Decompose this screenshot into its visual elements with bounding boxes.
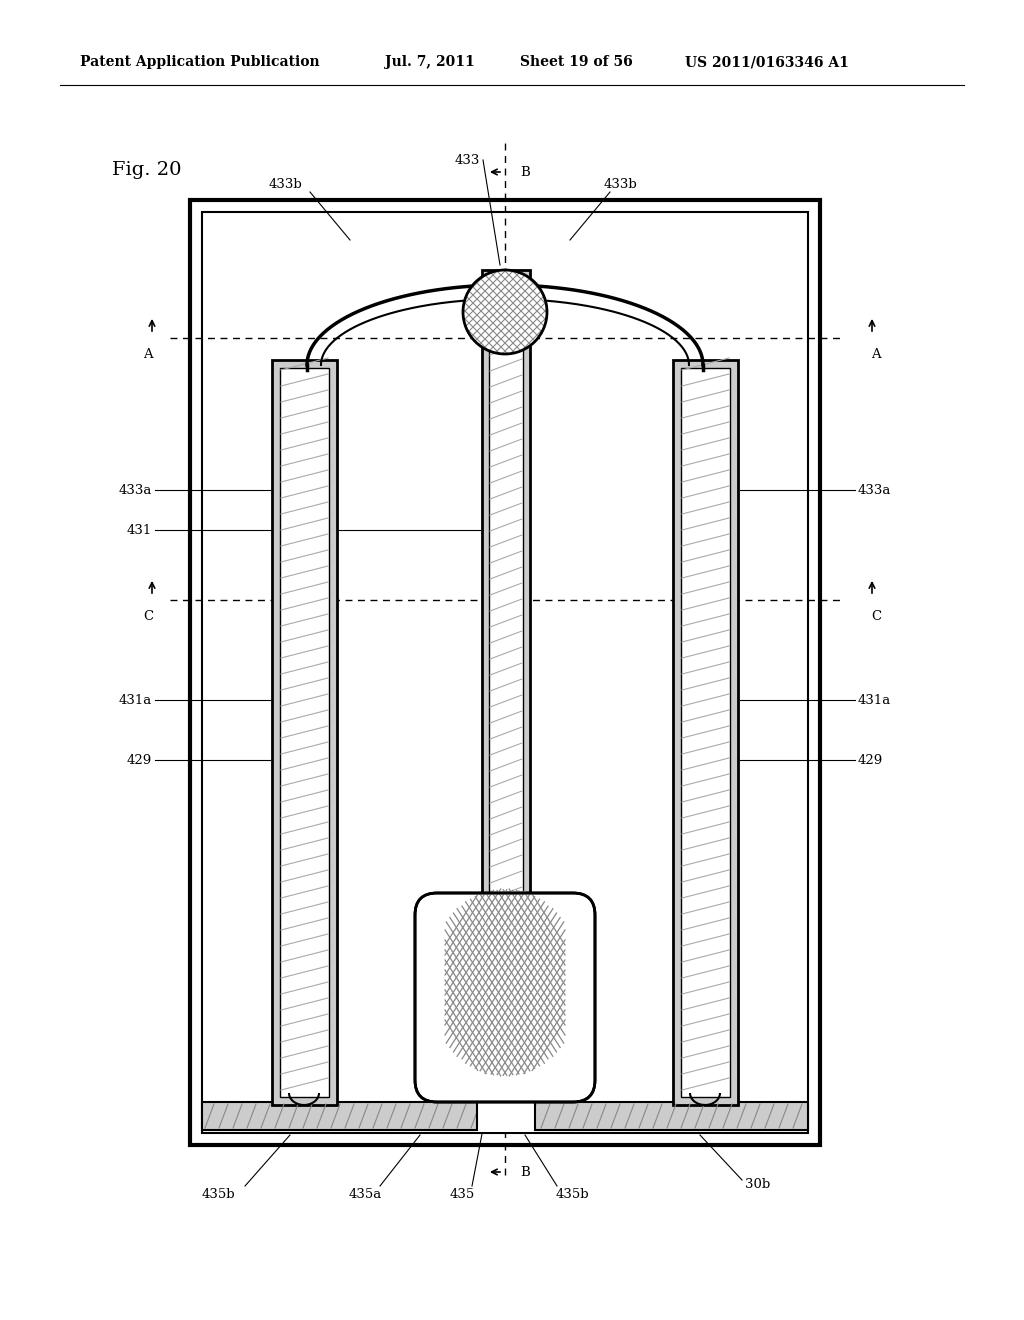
- FancyBboxPatch shape: [415, 894, 595, 1102]
- Text: Sheet 19 of 56: Sheet 19 of 56: [520, 55, 633, 69]
- Text: Jul. 7, 2011: Jul. 7, 2011: [385, 55, 475, 69]
- Bar: [202, 213, 808, 1133]
- Text: 429: 429: [127, 754, 152, 767]
- Bar: [190, 201, 820, 1144]
- Text: 433a: 433a: [858, 483, 891, 496]
- Bar: [477, 1100, 535, 1133]
- Text: 431a: 431a: [858, 693, 891, 706]
- Text: 435b: 435b: [555, 1188, 589, 1201]
- Bar: [489, 277, 523, 923]
- Text: 433a: 433a: [119, 483, 152, 496]
- Text: C: C: [871, 610, 881, 623]
- Bar: [272, 360, 337, 1105]
- Bar: [681, 368, 730, 1097]
- Text: 433: 433: [455, 153, 480, 166]
- Text: 429: 429: [858, 754, 884, 767]
- Text: B: B: [520, 165, 529, 178]
- Text: 30b: 30b: [745, 1179, 770, 1192]
- Text: 433b: 433b: [268, 178, 302, 191]
- Text: Fig. 20: Fig. 20: [112, 161, 181, 180]
- Bar: [673, 360, 738, 1105]
- Text: 435: 435: [450, 1188, 475, 1201]
- Circle shape: [463, 271, 547, 354]
- Text: 431: 431: [127, 524, 152, 536]
- Text: C: C: [143, 610, 153, 623]
- Bar: [280, 368, 329, 1097]
- Text: 431a: 431a: [119, 693, 152, 706]
- Text: A: A: [143, 347, 153, 360]
- Text: Patent Application Publication: Patent Application Publication: [80, 55, 319, 69]
- Text: 435b: 435b: [201, 1188, 234, 1201]
- Text: A: A: [871, 347, 881, 360]
- Bar: [202, 1102, 808, 1130]
- Text: 435a: 435a: [348, 1188, 382, 1201]
- Bar: [482, 271, 530, 931]
- Text: B: B: [520, 1166, 529, 1179]
- Text: 433b: 433b: [603, 178, 637, 191]
- Text: US 2011/0163346 A1: US 2011/0163346 A1: [685, 55, 849, 69]
